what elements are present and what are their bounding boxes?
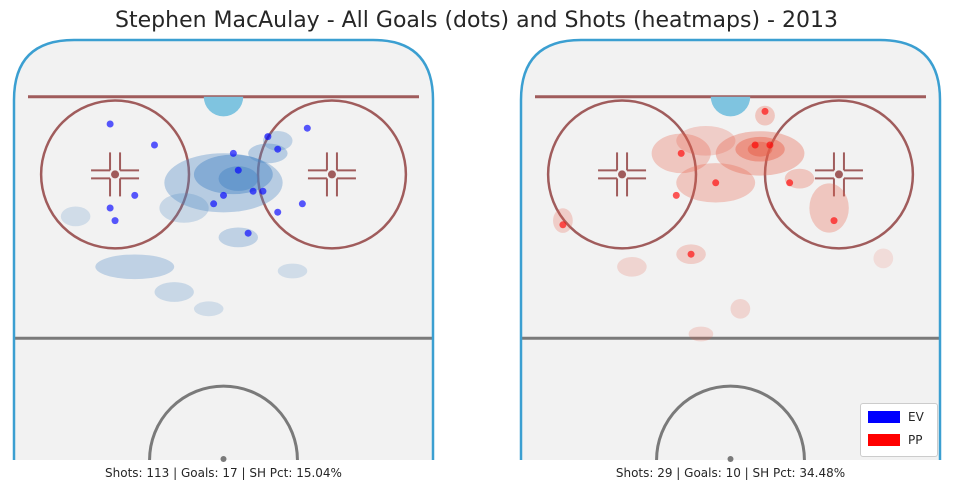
- heatmap-region: [193, 301, 224, 317]
- heatmap-region: [218, 227, 259, 248]
- ev-goal-dot: [131, 191, 139, 199]
- legend-swatch-pp: [868, 434, 900, 446]
- ev-goal-dot: [106, 204, 114, 212]
- ev-goal-dot: [220, 191, 227, 199]
- faceoff-circle: [256, 99, 408, 250]
- ev-goal-dot: [274, 208, 282, 216]
- pp-goal-dot: [677, 149, 685, 157]
- ev-goal-dot: [244, 229, 252, 237]
- ev-goal-dot: [111, 217, 119, 225]
- ev-goal-dot: [274, 145, 282, 153]
- heatmap-region: [873, 248, 894, 269]
- heatmap-region: [277, 263, 308, 279]
- pp-goal-dot: [672, 191, 680, 199]
- faceoff-dot: [111, 170, 120, 179]
- faceoff-dot: [834, 170, 843, 179]
- ev-goal-dot: [249, 187, 257, 195]
- heatmap-region: [676, 126, 736, 156]
- legend-entry-ev: EV: [868, 410, 924, 424]
- center-dot: [220, 456, 227, 462]
- ev-goal-dot: [303, 124, 311, 132]
- center-dot: [727, 456, 734, 462]
- heatmap-region: [730, 298, 751, 319]
- center-circle: [148, 384, 299, 461]
- legend-label-ev: EV: [908, 410, 924, 424]
- heatmap-region: [218, 166, 259, 191]
- legend: EV PP: [860, 403, 938, 457]
- pp-goal-dot: [687, 250, 695, 258]
- pp-goal-dot: [766, 141, 774, 149]
- heatmap-region: [95, 254, 175, 280]
- right-rink: [519, 38, 942, 462]
- heatmap-region: [159, 193, 209, 223]
- legend-entry-pp: PP: [868, 433, 922, 447]
- pp-goal-dot: [712, 179, 720, 187]
- heatmap-region: [809, 183, 849, 233]
- right-rink-caption: Shots: 29 | Goals: 10 | SH Pct: 34.48%: [615, 466, 846, 480]
- center-circle: [655, 384, 806, 461]
- ev-goal-dot: [229, 149, 237, 157]
- ice-surface: [521, 40, 940, 460]
- faceoff-circle: [39, 99, 191, 250]
- heatmap-region: [60, 206, 91, 227]
- heatmap-region: [688, 326, 714, 342]
- heatmap-region: [553, 208, 573, 233]
- ev-goal-dot: [210, 200, 218, 208]
- heatmap-region: [755, 105, 775, 126]
- ev-goal-dot: [234, 166, 242, 174]
- ev-shot-heatmap: [60, 130, 308, 317]
- left-rink: [12, 38, 435, 462]
- left-rink-caption: Shots: 113 | Goals: 17 | SH Pct: 15.04%: [105, 466, 342, 480]
- pp-goal-dot: [559, 221, 567, 229]
- pp-goal-dot: [830, 217, 838, 225]
- heatmap-region: [617, 256, 647, 277]
- legend-label-pp: PP: [908, 433, 923, 447]
- ev-goal-dot: [264, 133, 272, 141]
- pp-goal-dot: [761, 107, 769, 115]
- ev-goal-dot: [259, 187, 267, 195]
- faceoff-circle: [763, 99, 915, 250]
- ice-surface: [14, 40, 433, 460]
- legend-swatch-ev: [868, 411, 900, 423]
- goal-crease: [710, 96, 751, 117]
- pp-goal-dot: [786, 179, 794, 187]
- ev-goal-dot: [150, 141, 158, 149]
- faceoff-dot: [327, 170, 336, 179]
- pp-goal-dot: [751, 141, 759, 149]
- boards: [519, 38, 942, 460]
- heatmap-region: [154, 282, 194, 302]
- chart-title: Stephen MacAulay - All Goals (dots) and …: [115, 8, 838, 33]
- faceoff-dot: [618, 170, 627, 179]
- goal-crease: [203, 96, 244, 117]
- ev-goal-dot: [298, 200, 306, 208]
- boards: [12, 38, 435, 460]
- ev-goal-dot: [106, 120, 114, 128]
- faceoff-circle: [546, 99, 698, 250]
